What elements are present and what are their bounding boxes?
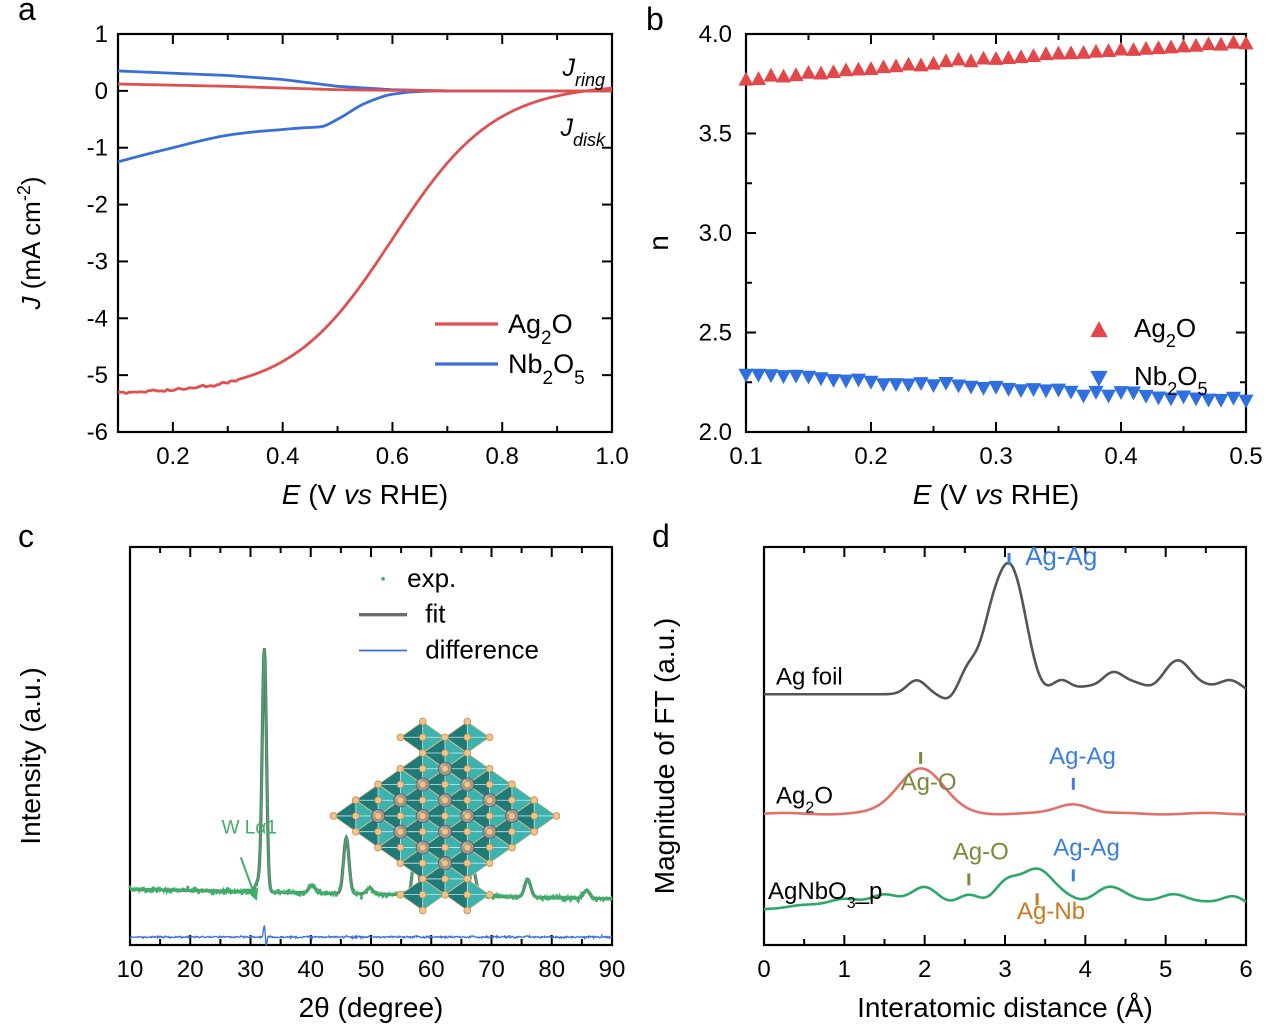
svg-text:c: c (18, 518, 34, 554)
svg-text:Ag-O: Ag-O (953, 838, 1009, 865)
svg-text:fit: fit (425, 599, 446, 629)
svg-text:0.6: 0.6 (376, 443, 409, 470)
svg-text:2.0: 2.0 (699, 419, 732, 446)
svg-text:Interatomic distance (Å): Interatomic distance (Å) (857, 992, 1153, 1023)
svg-text:Ag-Nb: Ag-Nb (1017, 898, 1085, 925)
svg-text:-3: -3 (87, 248, 108, 275)
svg-text:E (V vs RHE): E (V vs RHE) (913, 479, 1079, 510)
svg-text:30: 30 (237, 956, 264, 983)
svg-text:0.2: 0.2 (854, 443, 887, 470)
svg-text:4.0: 4.0 (699, 21, 732, 48)
svg-text:Intensity (a.u.): Intensity (a.u.) (15, 667, 46, 844)
svg-text:Magnitude of FT (a.u.): Magnitude of FT (a.u.) (649, 618, 680, 895)
svg-text:0.5: 0.5 (1229, 443, 1262, 470)
svg-text:Ag foil: Ag foil (776, 663, 843, 690)
svg-text:0.1: 0.1 (729, 443, 762, 470)
svg-text:0: 0 (95, 78, 108, 105)
svg-text:0: 0 (757, 956, 770, 983)
svg-text:W Lα1: W Lα1 (222, 818, 277, 839)
svg-text:b: b (646, 1, 664, 37)
svg-text:60: 60 (418, 956, 445, 983)
svg-text:Ag-O: Ag-O (901, 769, 957, 796)
svg-text:1: 1 (838, 956, 851, 983)
svg-text:2.5: 2.5 (699, 320, 732, 347)
svg-text:-2: -2 (87, 192, 108, 219)
svg-text:J (mA cm-2): J (mA cm-2) (14, 176, 46, 310)
svg-text:1: 1 (95, 21, 108, 48)
svg-text:1.0: 1.0 (595, 443, 628, 470)
svg-text:exp.: exp. (407, 563, 456, 593)
svg-text:Jring: Jring (561, 54, 605, 90)
svg-text:-4: -4 (87, 305, 108, 332)
svg-text:Ag-Ag: Ag-Ag (1049, 743, 1116, 770)
svg-text:n: n (643, 235, 674, 251)
svg-text:10: 10 (117, 956, 144, 983)
svg-text:0.3: 0.3 (979, 443, 1012, 470)
svg-text:difference: difference (425, 634, 539, 664)
svg-text:0.8: 0.8 (486, 443, 519, 470)
svg-text:Nb2O5: Nb2O5 (508, 349, 585, 389)
svg-text:3.5: 3.5 (699, 121, 732, 148)
svg-text:4: 4 (1079, 956, 1092, 983)
svg-text:-1: -1 (87, 135, 108, 162)
svg-text:3.0: 3.0 (699, 220, 732, 247)
svg-text:a: a (18, 0, 36, 27)
svg-text:Ag-Ag: Ag-Ag (1025, 541, 1097, 571)
svg-text:Ag2O: Ag2O (508, 309, 573, 349)
svg-text:Ag-Ag: Ag-Ag (1053, 834, 1120, 861)
svg-text:Ag2O: Ag2O (1134, 313, 1196, 351)
svg-text:3: 3 (998, 956, 1011, 983)
svg-text:-5: -5 (87, 362, 108, 389)
svg-text:2: 2 (918, 956, 931, 983)
svg-text:80: 80 (538, 956, 565, 983)
svg-text:E (V vs RHE): E (V vs RHE) (282, 479, 448, 510)
svg-text:Ag2O: Ag2O (776, 783, 833, 817)
svg-text:2θ (degree): 2θ (degree) (299, 992, 444, 1023)
svg-text:5: 5 (1159, 956, 1172, 983)
svg-text:6: 6 (1239, 956, 1252, 983)
svg-text:0.4: 0.4 (1104, 443, 1137, 470)
svg-text:20: 20 (177, 956, 204, 983)
svg-text:70: 70 (478, 956, 505, 983)
svg-text:0.4: 0.4 (266, 443, 299, 470)
svg-text:40: 40 (297, 956, 324, 983)
svg-text:-6: -6 (87, 419, 108, 446)
svg-text:Jdisk: Jdisk (559, 114, 606, 150)
svg-text:0.2: 0.2 (156, 443, 189, 470)
svg-text:90: 90 (599, 956, 626, 983)
svg-text:d: d (652, 518, 670, 554)
svg-text:50: 50 (358, 956, 385, 983)
